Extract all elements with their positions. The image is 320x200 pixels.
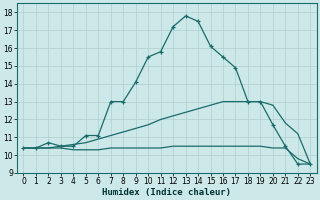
X-axis label: Humidex (Indice chaleur): Humidex (Indice chaleur)	[102, 188, 231, 197]
